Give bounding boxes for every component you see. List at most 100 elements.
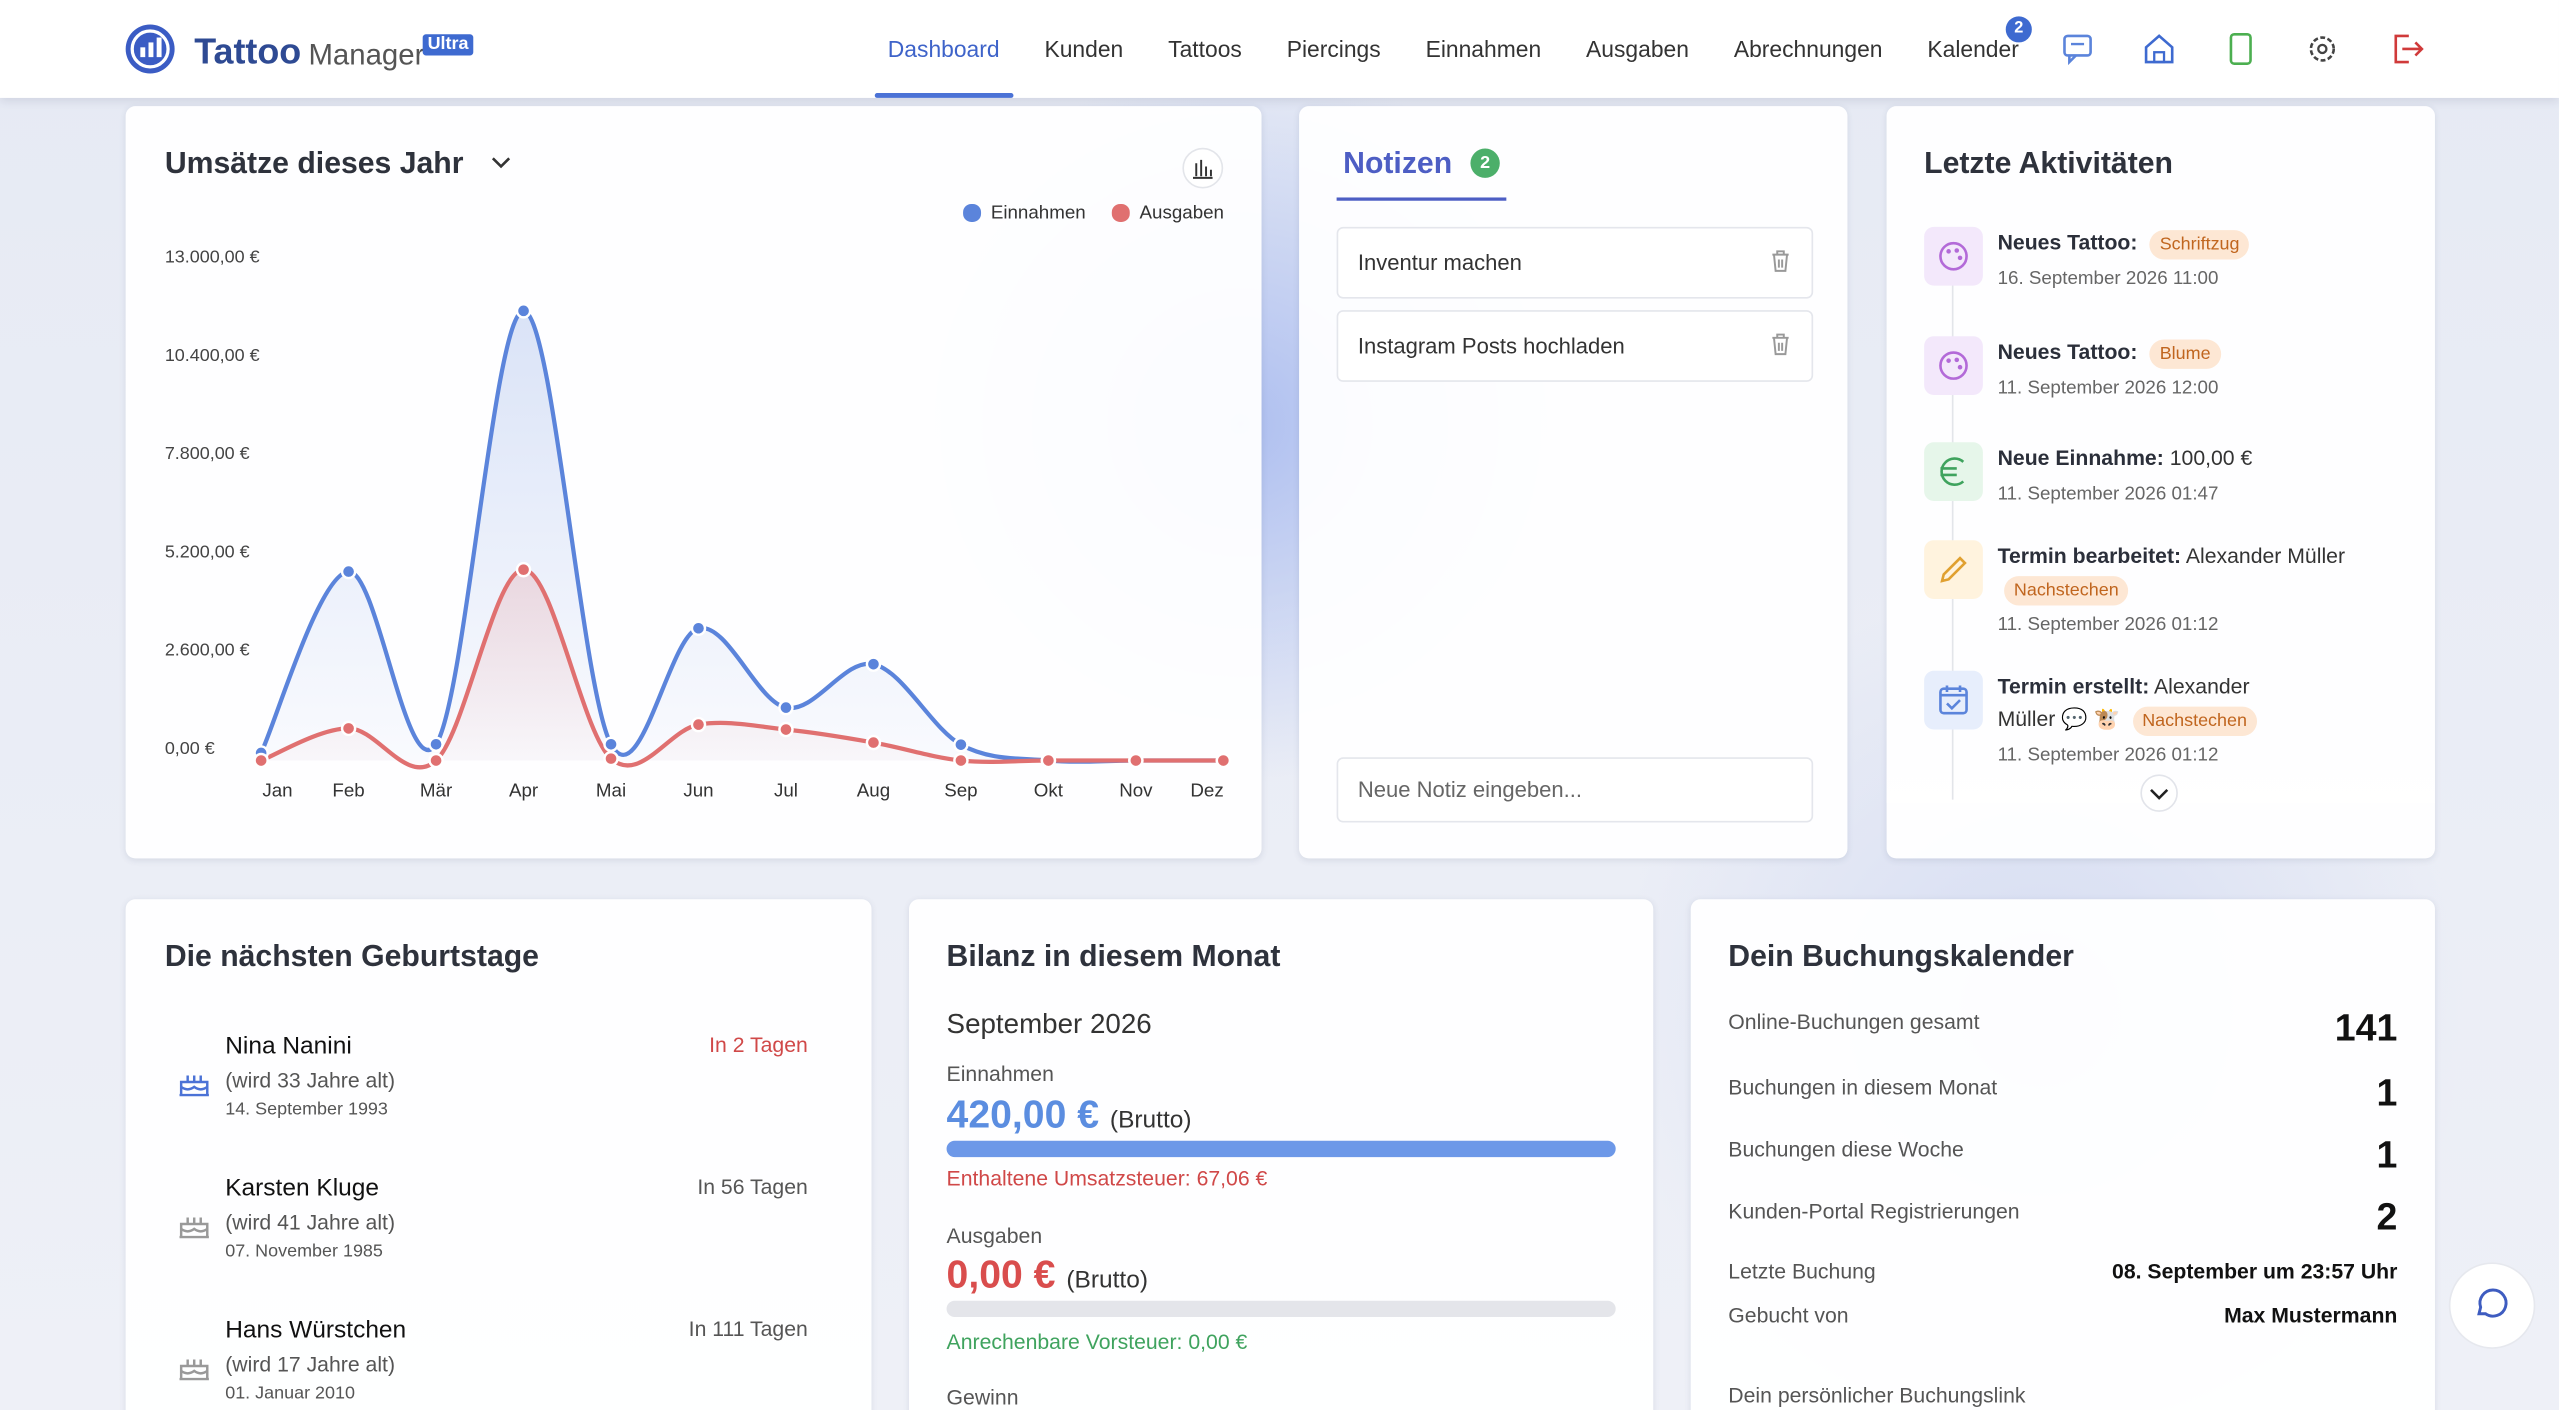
nav-item[interactable]: Dashboard [874, 0, 1012, 98]
settings-icon[interactable] [2309, 36, 2336, 62]
birthday-age: (wird 17 Jahre alt) [225, 1352, 396, 1377]
birthdays-title: Die nächsten Geburtstage [164, 938, 539, 973]
header: Tattoo Manager Ultra Dashboard Kunden Tatt… [0, 0, 2559, 98]
nav-item[interactable]: Piercings [1286, 35, 1381, 63]
activity-icon [1924, 540, 1983, 599]
header-icons [2063, 32, 2424, 66]
logo-sub: Manager [308, 38, 425, 71]
note-input[interactable]: Neue Notiz eingeben... [1336, 757, 1814, 823]
nav-item[interactable]: Abrechnungen [1733, 35, 1883, 63]
activity-tag: Nachstechen [2004, 576, 2129, 606]
activity: Neues Tattoo: Schriftzug 16. September 20… [1998, 227, 2349, 292]
input-vat: Anrechenbare Vorsteuer: 0,00 € [946, 1329, 1248, 1354]
area [261, 569, 1224, 768]
nav: Dashboard Kunden Tattoos Piercings Einnahmen… [874, 0, 2019, 98]
x-tick-label: Apr [509, 779, 538, 800]
activity-line: Termin erstellt: Alexander Müller 💬 🐮 Na… [1997, 671, 2259, 737]
nav-item[interactable]: Tattoos [1168, 35, 1242, 63]
activity-glyph [1939, 351, 1968, 380]
balance-title: Bilanz in diesem Monat [946, 938, 1281, 973]
expense-brutto: (Brutto) [1066, 1266, 1148, 1295]
chat-button[interactable] [2446, 1260, 2537, 1351]
point [428, 752, 444, 769]
income-label: Einnahmen [946, 1061, 1054, 1087]
point [690, 620, 707, 637]
activity-time: 11. September 2026 01:47 [1997, 484, 2219, 505]
point [603, 750, 619, 767]
revenue-card: Umsätze dieses Jahr 0,00 € 2.600,00 € 5.20… [125, 106, 1262, 859]
y-tick-label: 0,00 € [165, 738, 215, 758]
booking-value: 141 [2334, 1006, 2398, 1049]
booking-value: 2 [2376, 1195, 2398, 1238]
activity-icon [1924, 670, 1983, 730]
birthday-name: Karsten Kluge [225, 1174, 380, 1202]
legend-swatch [963, 204, 982, 222]
nav-item[interactable]: Kunden [1044, 35, 1124, 63]
notes-tab-underline [1336, 197, 1507, 201]
point [1040, 752, 1057, 769]
chart-title: Umsätze dieses Jahr [165, 147, 464, 180]
booking-link-label: Dein persönlicher Buchungslink [1728, 1383, 2026, 1408]
point [340, 720, 357, 737]
expense-label: Ausgaben [946, 1223, 1043, 1248]
chart-type-button[interactable] [1182, 147, 1224, 189]
home-icon[interactable] [2144, 34, 2174, 64]
activity-time: 11. September 2026 12:00 [1997, 378, 2219, 399]
activity-glyph [1940, 556, 1967, 583]
nav-item[interactable]: Ausgaben [1586, 35, 1689, 63]
chart: Umsätze dieses Jahr 0,00 € 2.600,00 € 5.20… [165, 147, 1232, 800]
activity: Termin bearbeitet: Alexander Müller Nach… [1998, 540, 2349, 638]
messages-icon[interactable] [2063, 34, 2092, 66]
income-amount: 420,00 € [946, 1093, 1100, 1138]
delete-note[interactable] [1769, 331, 1792, 357]
point [1128, 752, 1144, 769]
x-tick-label: Jul [774, 779, 798, 800]
activity-label: Termin erstellt: [1997, 674, 2150, 699]
scroll-down-button[interactable] [2140, 774, 2179, 813]
nav-item[interactable]: Kalender [1927, 35, 2019, 63]
birthdays-card: Die nächsten Geburtstage [125, 899, 872, 1410]
birthday-age: (wird 41 Jahre alt) [225, 1210, 396, 1235]
x-tick-label: Aug [857, 779, 890, 800]
point [953, 736, 969, 753]
point [778, 721, 794, 738]
activity-label: Neues Tattoo: [1997, 339, 2138, 364]
activity-tag: Blume [2149, 339, 2221, 369]
calendar-badge: 2 [2005, 16, 2032, 43]
vat: Enthaltene Umsatzsteuer: 67,06 € [946, 1166, 1268, 1191]
notes-title[interactable]: Notizen [1343, 145, 1453, 180]
delete-note[interactable] [1769, 248, 1792, 274]
activity-tag: Nachstechen [2132, 706, 2257, 737]
x-tick-label: Nov [1119, 779, 1153, 800]
x-tick-label: Mai [596, 779, 626, 800]
booking-label: Buchungen in diesem Monat [1728, 1074, 1998, 1100]
activity-label: Neue Einnahme: [1997, 445, 2164, 471]
nav-item[interactable]: Einnahmen [1425, 35, 1542, 63]
balance-card: Bilanz in diesem Monat September 2026 Ei… [909, 899, 1654, 1410]
note-placeholder: Neue Notiz eingeben... [1357, 777, 1582, 803]
booked-by-label: Gebucht von [1728, 1303, 1849, 1328]
point [515, 561, 532, 578]
y-tick-label: 13.000,00 € [165, 247, 260, 267]
logout-icon[interactable] [2394, 34, 2424, 64]
birthday-in: In 2 Tagen [709, 1032, 808, 1057]
note-text: Instagram Posts hochladen [1357, 333, 1625, 359]
tablet-icon[interactable] [2229, 32, 2252, 65]
booking-value: 1 [2376, 1071, 2398, 1114]
birthday-in: In 56 Tagen [697, 1174, 808, 1199]
notes-count: 2 [1470, 148, 1500, 178]
balance-month: September 2026 [946, 1008, 1152, 1040]
activity-icon [1924, 336, 1983, 395]
booking-title: Dein Buchungskalender [1728, 938, 2074, 973]
x-tick-label: Jun [683, 779, 713, 800]
activity-icon [1924, 226, 1983, 286]
cake-icon [179, 1217, 209, 1239]
birthday-in: In 111 Tagen [688, 1316, 808, 1341]
title-dropdown[interactable] [491, 157, 511, 169]
timeline-line [1951, 261, 1954, 800]
point [428, 736, 444, 753]
line [259, 308, 1224, 764]
cake-icon [179, 1359, 209, 1381]
point [1215, 752, 1232, 769]
